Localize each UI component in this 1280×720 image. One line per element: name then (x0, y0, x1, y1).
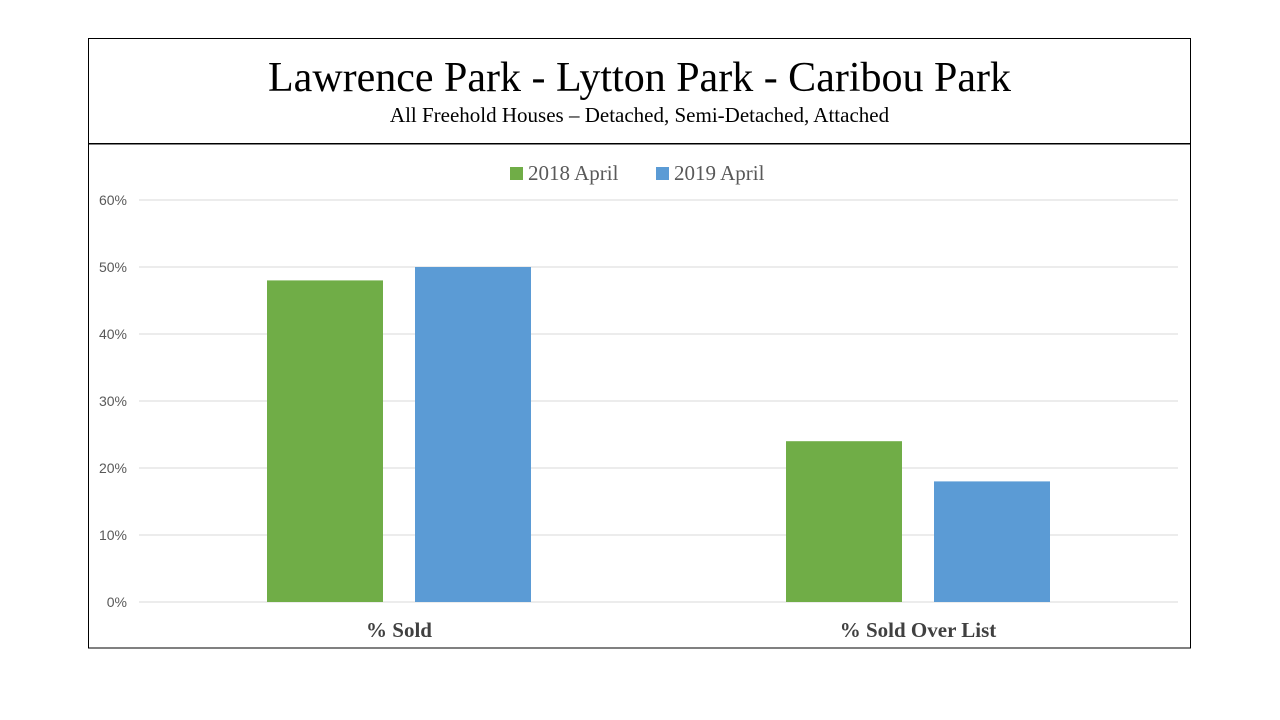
y-tick-label: 50% (99, 259, 127, 275)
category-label: % Sold (366, 618, 432, 642)
chart-title: Lawrence Park - Lytton Park - Caribou Pa… (268, 55, 1011, 101)
y-tick-label: 10% (99, 527, 127, 543)
y-tick-label: 60% (99, 192, 127, 208)
y-tick-label: 30% (99, 393, 127, 409)
bar-1-1 (934, 481, 1050, 602)
chart-frame (88, 143, 1191, 649)
chart-subtitle: All Freehold Houses – Detached, Semi-Det… (389, 103, 890, 127)
legend-swatch (656, 167, 669, 180)
title-box: Lawrence Park - Lytton Park - Caribou Pa… (88, 38, 1191, 144)
y-tick-label: 40% (99, 326, 127, 342)
y-tick-label: 0% (107, 594, 127, 610)
bar-0-1 (786, 441, 902, 602)
legend-swatch (510, 167, 523, 180)
legend-label: 2018 April (528, 161, 619, 185)
bar-1-0 (415, 267, 531, 602)
category-label: % Sold Over List (840, 618, 997, 642)
y-tick-label: 20% (99, 460, 127, 476)
legend-label: 2019 April (674, 161, 765, 185)
bar-0-0 (267, 280, 383, 602)
